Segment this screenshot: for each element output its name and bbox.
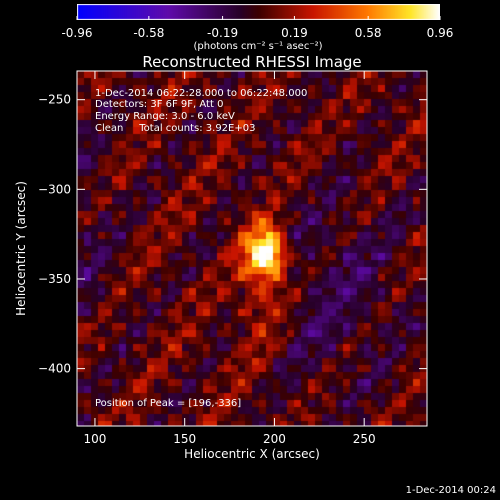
colorbar-tick-label: 0.58 [355, 26, 382, 40]
heatmap-image [77, 71, 427, 426]
colorbar-tick-label: -0.96 [61, 26, 92, 40]
y-axis-label: Heliocentric Y (arcsec) [14, 181, 28, 316]
colorbar-tick-label: 0.96 [427, 26, 454, 40]
x-tick-label: 150 [173, 432, 196, 446]
footer-timestamp: 1-Dec-2014 00:24 [405, 485, 496, 496]
colorbar-tick-label: -0.19 [207, 26, 238, 40]
colorbar-tick-label: 0.19 [281, 26, 308, 40]
peak-position-label: Position of Peak = [196,-336] [95, 398, 242, 409]
annotation-detectors: Detectors: 3F 6F 9F, Att 0 [95, 99, 224, 110]
y-tick-label: −250 [38, 93, 71, 107]
colorbar-tick-label: -0.58 [133, 26, 164, 40]
annotation-clean-counts: Clean Total counts: 3.92E+03 [95, 123, 256, 134]
y-tick-label: −300 [38, 182, 71, 196]
x-axis-label: Heliocentric X (arcsec) [184, 447, 320, 461]
colorbar [77, 4, 440, 20]
x-tick-label: 100 [83, 432, 106, 446]
annotation-time-range: 1-Dec-2014 06:22:28.000 to 06:22:48.000 [95, 88, 308, 99]
annotation-energy-range: Energy Range: 3.0 - 6.0 keV [95, 111, 235, 122]
y-tick-label: −350 [38, 272, 71, 286]
x-tick-label: 250 [353, 432, 376, 446]
plot-frame [76, 70, 428, 427]
chart-title: Reconstructed RHESSI Image [142, 53, 361, 71]
colorbar-unit-label: (photons cm⁻² s⁻¹ asec⁻²) [193, 41, 322, 52]
x-tick-label: 200 [263, 432, 286, 446]
y-tick-label: −400 [38, 362, 71, 376]
